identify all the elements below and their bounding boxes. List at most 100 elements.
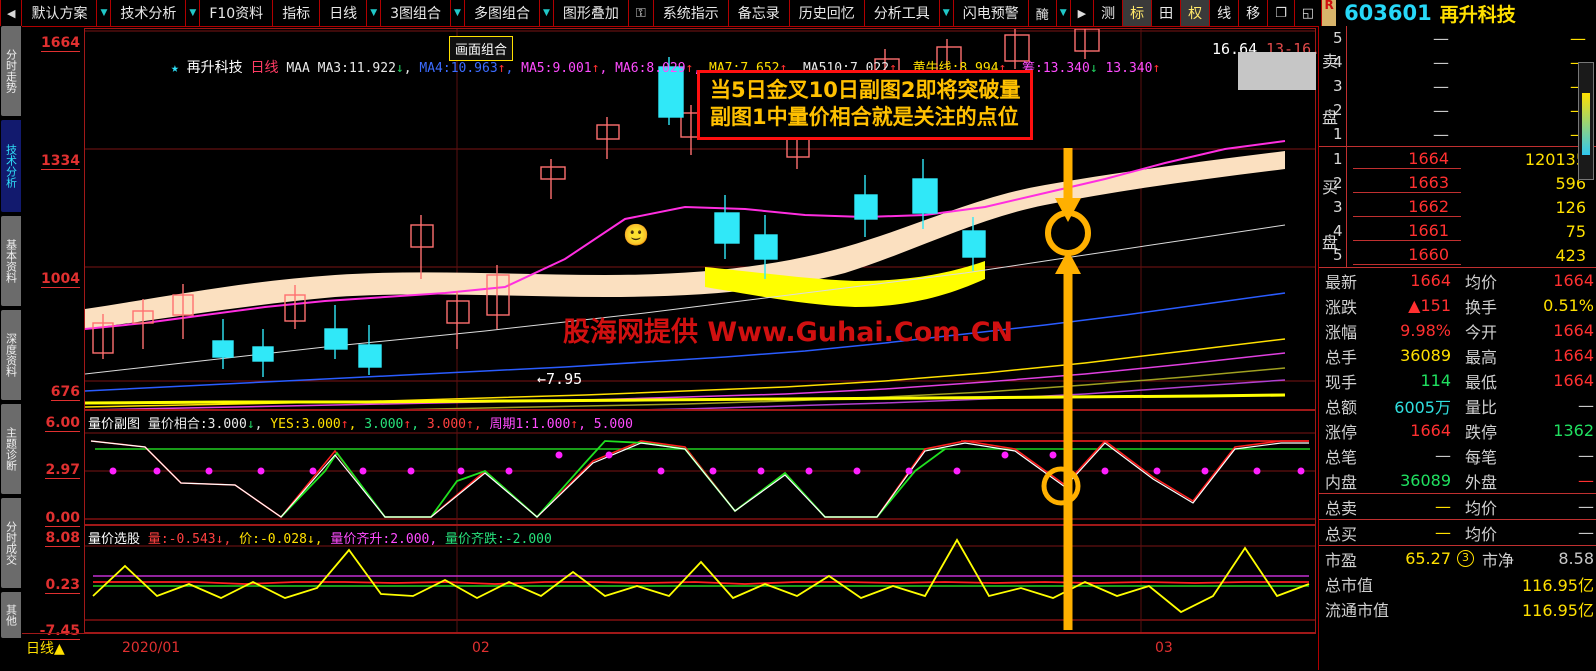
sidebar-item-deep-info[interactable]: 深度资料 xyxy=(1,310,21,400)
toolbar-item-f10[interactable]: F10资料 xyxy=(200,0,274,26)
tool-mark[interactable]: 标 xyxy=(1123,0,1153,26)
toolbar-item-technical-analysis[interactable]: 技术分析 xyxy=(111,0,187,26)
sidebar-item-basic-info[interactable]: 基本资料 xyxy=(1,216,21,306)
tool-rights[interactable]: 权 xyxy=(1181,0,1211,26)
stat-label: 涨跌 xyxy=(1325,297,1358,317)
stat-value-2: 8.58 xyxy=(1558,549,1594,568)
stat-label: 流通市值 xyxy=(1325,600,1390,620)
stock-code[interactable]: 603601 xyxy=(1344,1,1432,25)
sidebar-item-intraday-deal[interactable]: 分时成交 xyxy=(1,498,21,588)
stat-value: — xyxy=(1435,446,1451,465)
tool-measure[interactable]: 测 xyxy=(1094,0,1124,26)
bid-row[interactable]: 1 1664 120135 xyxy=(1319,147,1596,171)
toolbar-item-daily[interactable]: 日线 xyxy=(320,0,368,26)
bid-row[interactable]: 2 1663 596 xyxy=(1319,171,1596,195)
sidebar-item-other[interactable]: 其他 xyxy=(1,592,21,638)
toolbar-item-3chart-combo[interactable]: 3图组合 xyxy=(381,0,452,26)
chevron-down-icon[interactable]: ▼ xyxy=(451,0,465,26)
toolbar-item-analysis-tools[interactable]: 分析工具 xyxy=(865,0,940,26)
chevron-down-icon[interactable]: ▼ xyxy=(186,0,201,26)
legend-ma6-arrow: ↑ xyxy=(685,61,694,76)
overlay-icon[interactable]: 醃 xyxy=(1029,0,1057,26)
stat-label-2: 市净 xyxy=(1482,550,1515,570)
ma-band-cream xyxy=(85,151,1285,329)
ask-row[interactable]: 5 — — xyxy=(1319,26,1596,50)
scrollbar-thumb[interactable] xyxy=(1582,93,1590,155)
stat-label-2: 今开 xyxy=(1465,322,1498,342)
sub-chart-volume-stock-pick[interactable]: 量价选股 量:-0.543↓, 价:-0.028↓, 量价齐升:2.000, 量… xyxy=(84,525,1316,633)
tool-grid[interactable]: 田 xyxy=(1152,0,1182,26)
stat-label-2: 均价 xyxy=(1465,524,1498,544)
stat-label: 总卖 xyxy=(1325,498,1358,518)
bid-row[interactable]: 3 1662 126 xyxy=(1319,195,1596,219)
stat-label: 总买 xyxy=(1325,524,1358,544)
sidebar-item-theme-diag[interactable]: 主题诊断 xyxy=(1,404,21,494)
quote-panel: 卖 盘 买 盘 5—— 4—— 3—— 2—— 1—— 11664120135 … xyxy=(1318,26,1596,670)
ask-row[interactable]: 2 — — xyxy=(1319,98,1596,122)
smiley-marker-icon[interactable]: 🙂 xyxy=(623,223,650,247)
stat-value: 65.27 xyxy=(1405,549,1451,568)
toolbar-item-indicator[interactable]: 指标 xyxy=(273,0,321,26)
chevron-down-icon[interactable]: ▼ xyxy=(540,0,554,26)
stat-value: — xyxy=(1435,497,1451,516)
legend-ma7-arrow: ↑ xyxy=(779,61,788,76)
left-sidebar: 分时走势 技术分析 基本资料 深度资料 主题诊断 分时成交 其他 xyxy=(0,26,22,670)
bid-row[interactable]: 5 1660 423 xyxy=(1319,243,1596,267)
sidebar-item-technical[interactable]: 技术分析 xyxy=(1,120,21,212)
y-label: 1004 xyxy=(41,271,80,288)
sub-chart-volume-price[interactable]: 量价副图 量价相合:3.000↓, YES:3.000↑, 3.000↑, 3.… xyxy=(84,410,1316,525)
annotation-box: 当5日金叉10日副图2即将突破量 副图1中量价相合就是关注的点位 xyxy=(697,70,1034,140)
y-label: 8.08 xyxy=(45,530,80,547)
pe-badge[interactable]: 3 xyxy=(1457,550,1474,567)
stock-name[interactable]: 再升科技 xyxy=(1439,3,1516,26)
toolbar-back-button[interactable]: ◀ xyxy=(0,0,23,26)
stat-value-2: 1664 xyxy=(1553,346,1594,365)
tool-fullscreen-icon[interactable]: ❐ xyxy=(1268,0,1295,26)
tool-line[interactable]: 线 xyxy=(1210,0,1240,26)
stat-label: 总笔 xyxy=(1325,447,1358,467)
play-button[interactable]: ▶ xyxy=(1071,0,1095,26)
sub2-l0-arrow: ↓ xyxy=(215,532,224,547)
sidebar-item-intraday[interactable]: 分时走势 xyxy=(1,26,21,116)
vertical-scrollbar[interactable] xyxy=(1578,62,1594,180)
toolbar-item-multi-chart-combo[interactable]: 多图组合 xyxy=(465,0,540,26)
stat-value: 6005万 xyxy=(1394,397,1451,417)
favorite-star-icon[interactable]: ★ xyxy=(171,61,179,76)
ask-row[interactable]: 1 — — xyxy=(1319,122,1596,146)
sub1-legend: 量价副图 量价相合:3.000↓, YES:3.000↑, 3.000↑, 3.… xyxy=(88,417,633,432)
stat-value: 36089 xyxy=(1400,471,1451,490)
axis-period-label[interactable]: 日线▲ xyxy=(26,641,65,657)
toolbar-item-history-replay[interactable]: 历史回忆 xyxy=(790,0,865,26)
ask-row[interactable]: 3 — — xyxy=(1319,74,1596,98)
sub2-legend: 量价选股 量:-0.543↓, 价:-0.028↓, 量价齐升:2.000, 量… xyxy=(88,532,552,547)
tool-move[interactable]: 移 xyxy=(1239,0,1269,26)
toolbar-item-system-indicator[interactable]: 系统指示 xyxy=(654,0,729,26)
lock-icon[interactable]: ⚿ xyxy=(629,0,654,26)
sub2-l2-label: 量价齐升: xyxy=(330,532,391,547)
stat-value-2: 0.51% xyxy=(1543,296,1594,315)
chevron-down-icon[interactable]: ▼ xyxy=(367,0,382,26)
bid-row[interactable]: 4 1661 75 xyxy=(1319,219,1596,243)
ask-price: — xyxy=(1433,52,1449,72)
stat-label: 涨幅 xyxy=(1325,322,1358,342)
legend-ma4-value: 10.963 xyxy=(450,61,498,76)
chevron-down-icon[interactable]: ▼ xyxy=(97,0,112,26)
ask-volume: — xyxy=(1461,125,1596,144)
legend-ma3-value: 11.922 xyxy=(348,61,396,76)
chevron-down-icon[interactable]: ▼ xyxy=(940,0,954,26)
toolbar-item-default-scheme[interactable]: 默认方案 xyxy=(22,0,98,26)
stock-header: R 603601 再升科技 xyxy=(1322,0,1516,26)
toolbar-item-overlay[interactable]: 图形叠加 xyxy=(554,0,629,26)
chevron-down-icon[interactable]: ▼ xyxy=(1057,0,1071,26)
stat-value: 1664 xyxy=(1410,421,1451,440)
stat-value-2: 1362 xyxy=(1553,421,1594,440)
ask-row[interactable]: 4 — — xyxy=(1319,50,1596,74)
tool-split-icon[interactable]: ◱ xyxy=(1295,0,1323,26)
picture-combo-label[interactable]: 画面组合 xyxy=(449,36,514,61)
toolbar-item-flash-alert[interactable]: 闪电预警 xyxy=(954,0,1029,26)
stat-row: 现手 114 最低 1664 xyxy=(1319,368,1596,393)
toolbar-item-memo[interactable]: 备忘录 xyxy=(729,0,790,26)
sub1-l0-label: 量价相合: xyxy=(147,417,208,432)
price-callout-795: ←7.95 xyxy=(537,370,583,388)
